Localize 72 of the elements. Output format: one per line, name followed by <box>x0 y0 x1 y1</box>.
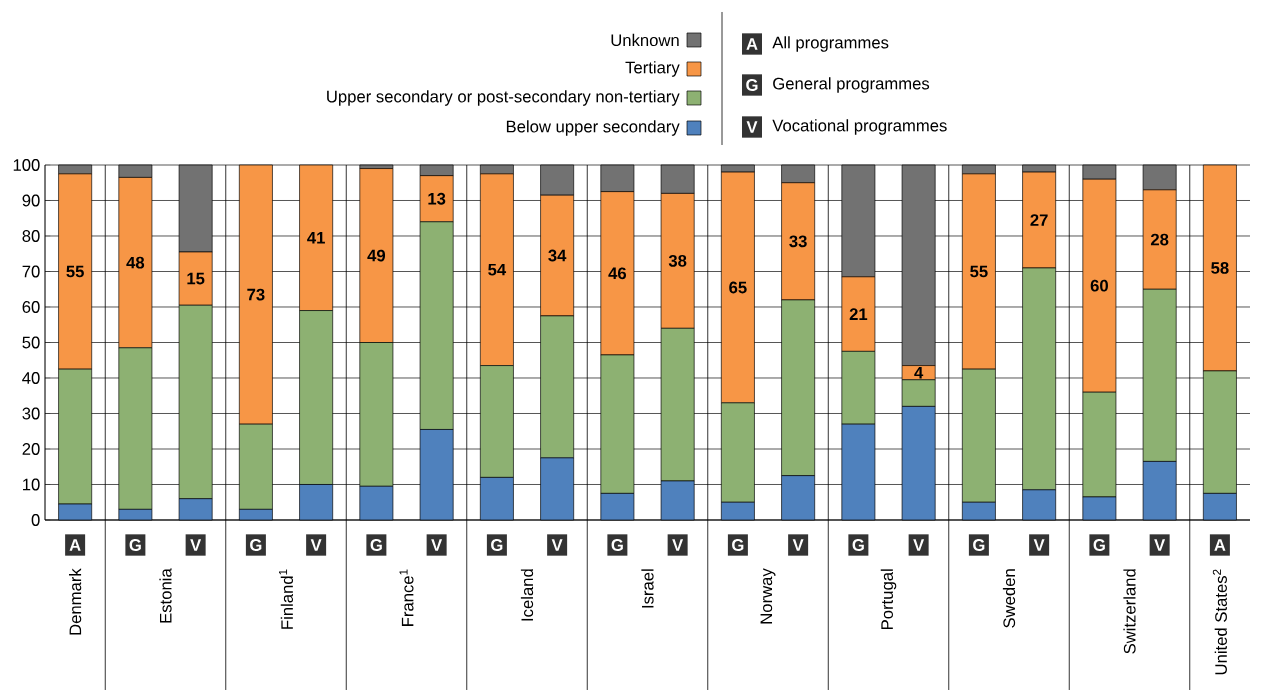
data-label: 58 <box>1211 262 1229 274</box>
y-tick-label: 10 <box>23 478 40 491</box>
legend-label: Tertiary <box>625 61 680 77</box>
x-tick-label: V <box>1033 539 1045 551</box>
y-tick-label: 50 <box>22 336 40 349</box>
data-label: 27 <box>1030 214 1048 226</box>
x-tick-label: G <box>491 539 503 551</box>
data-label: 34 <box>548 249 567 262</box>
data-label: 38 <box>668 254 687 267</box>
text: Norway <box>760 568 776 624</box>
data-label: 49 <box>367 249 386 262</box>
x-tick-label: G <box>129 539 141 551</box>
text: Denmark <box>69 568 82 635</box>
text: All programmes <box>772 36 889 52</box>
data-label: 55 <box>970 265 988 278</box>
y-tick-label: 30 <box>22 407 40 420</box>
data-label: 13 <box>428 192 446 205</box>
data-label: 28 <box>1150 233 1169 246</box>
x-tick-label: G <box>370 539 382 551</box>
data-label: 73 <box>247 288 265 301</box>
x-tick-label: V <box>672 539 684 551</box>
x-tick-label: G <box>732 539 744 551</box>
data-label: 60 <box>1090 279 1108 292</box>
data-label: 65 <box>729 281 747 294</box>
data-label: 41 <box>307 232 325 244</box>
text: France$^{1}$ <box>399 569 414 626</box>
x-tick-label: A <box>69 539 81 551</box>
data-label: 46 <box>608 267 627 280</box>
y-tick-label: 70 <box>22 265 40 278</box>
text: Switzerland <box>1123 569 1136 654</box>
x-tick-label: V <box>792 539 804 551</box>
data-label: 55 <box>66 265 84 278</box>
x-tick-label: G <box>852 539 864 551</box>
data-label: 33 <box>789 235 807 248</box>
data-label: 48 <box>126 256 145 269</box>
legend-label: Below upper secondary <box>506 120 680 136</box>
x-tick-label: A <box>1214 539 1226 551</box>
x-tick-label: V <box>551 539 563 551</box>
text: Sweden <box>1002 569 1016 628</box>
text: Iceland <box>520 569 534 621</box>
y-tick-label: 0 <box>31 514 40 526</box>
text: Finland$^{1}$ <box>279 569 294 629</box>
y-tick-label: 100 <box>13 159 40 171</box>
text: Vocational programmes <box>772 119 947 135</box>
y-tick-label: 20 <box>22 443 40 455</box>
text: United States$^{2}$ <box>1212 569 1227 675</box>
data-label: 15 <box>187 272 205 285</box>
legend-label: Unknown <box>611 33 679 47</box>
x-tick-label: G <box>611 539 623 551</box>
legend-label: Upper secondary or post-secondary non-tertiary <box>327 90 680 106</box>
category-label: V <box>746 121 758 133</box>
data-label: 54 <box>488 263 507 276</box>
text: Israel <box>641 569 654 608</box>
category-label: G <box>746 79 758 91</box>
x-tick-label: V <box>190 539 202 551</box>
x-tick-label: V <box>431 539 443 551</box>
x-tick-label: G <box>1093 539 1105 551</box>
y-tick-label: 80 <box>22 230 40 242</box>
y-tick-label: 60 <box>22 301 40 313</box>
y-tick-label: 40 <box>22 372 40 384</box>
x-tick-label: V <box>310 539 322 551</box>
x-tick-label: G <box>250 539 262 551</box>
x-tick-label: G <box>973 539 985 551</box>
data-label: 4 <box>914 366 924 379</box>
y-tick-label: 90 <box>22 194 40 207</box>
text: Estonia <box>159 568 172 623</box>
text: General programmes <box>773 77 930 93</box>
x-tick-label: V <box>913 539 925 551</box>
x-tick-label: V <box>1154 539 1166 551</box>
category-label: A <box>746 38 758 50</box>
text: Portugal <box>880 569 897 629</box>
data-label: 21 <box>849 308 868 320</box>
